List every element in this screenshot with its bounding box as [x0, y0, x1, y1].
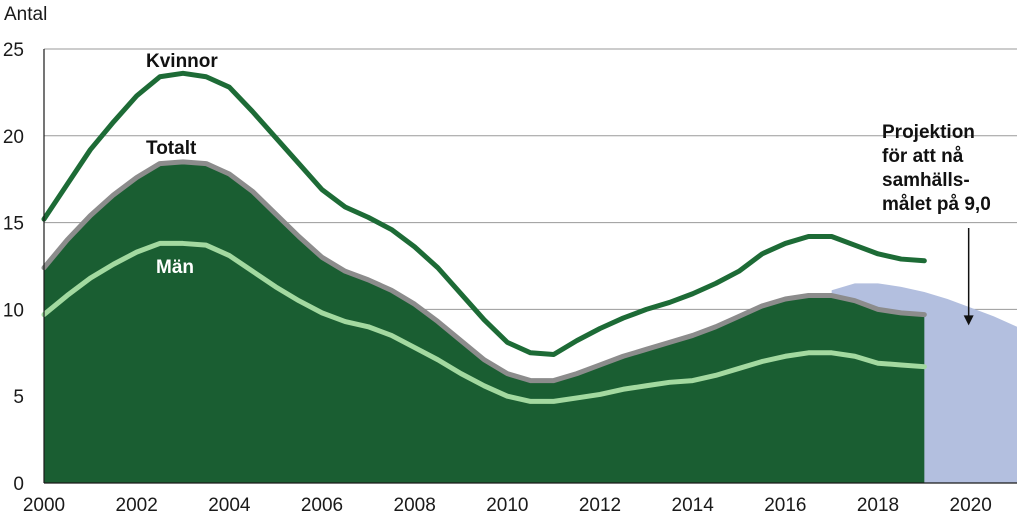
series-line-totalt: [41, 159, 927, 384]
y-tick-label-5: 5: [13, 387, 24, 408]
annotation-line-4: målet på 9,0: [882, 194, 991, 215]
annotation-arrow-head: [963, 315, 974, 326]
series-lines: [41, 70, 927, 404]
x-tick-label-2014: 2014: [672, 495, 715, 516]
x-tick-label-2018: 2018: [857, 495, 899, 516]
x-tick-label-2000: 2000: [23, 495, 65, 516]
y-tick-label-15: 15: [3, 214, 24, 235]
x-tick-label-2004: 2004: [208, 495, 251, 516]
y-axis-title: Antal: [4, 4, 47, 25]
y-tick-label-0: 0: [13, 474, 24, 495]
x-tick-label-2016: 2016: [764, 495, 806, 516]
x-tick-label-2020: 2020: [950, 495, 992, 516]
y-tick-label-25: 25: [3, 40, 24, 61]
axes: [43, 49, 1017, 484]
series-label-kvinnor: Kvinnor: [146, 51, 218, 72]
annotation-line-1: Projektion: [882, 122, 975, 143]
tick-labels: 0 5 10 15 20 25 2000 2002 2004 2006 2008 2010 2012 20…: [3, 40, 992, 516]
x-tick-label-2012: 2012: [579, 495, 621, 516]
annotation-line-3: samhälls-: [882, 170, 970, 191]
y-tick-label-20: 20: [3, 127, 24, 148]
series-label-man: Män: [156, 257, 194, 278]
x-tick-label-2006: 2006: [301, 495, 343, 516]
x-tick-label-2010: 2010: [486, 495, 528, 516]
series-line-kvinnor: [41, 70, 927, 358]
y-tick-label-10: 10: [3, 300, 24, 321]
totalt-area-fill: [44, 161, 925, 483]
projection-annotation: Projektion för att nå samhälls-målet på 9,…: [882, 122, 991, 326]
series-label-totalt: Totalt: [146, 138, 197, 159]
annotation-line-2: för att nå: [882, 146, 964, 167]
series-line-man: [41, 240, 927, 404]
x-tick-label-2008: 2008: [394, 495, 436, 516]
totalt-area: [44, 161, 925, 483]
x-tick-label-2002: 2002: [116, 495, 158, 516]
